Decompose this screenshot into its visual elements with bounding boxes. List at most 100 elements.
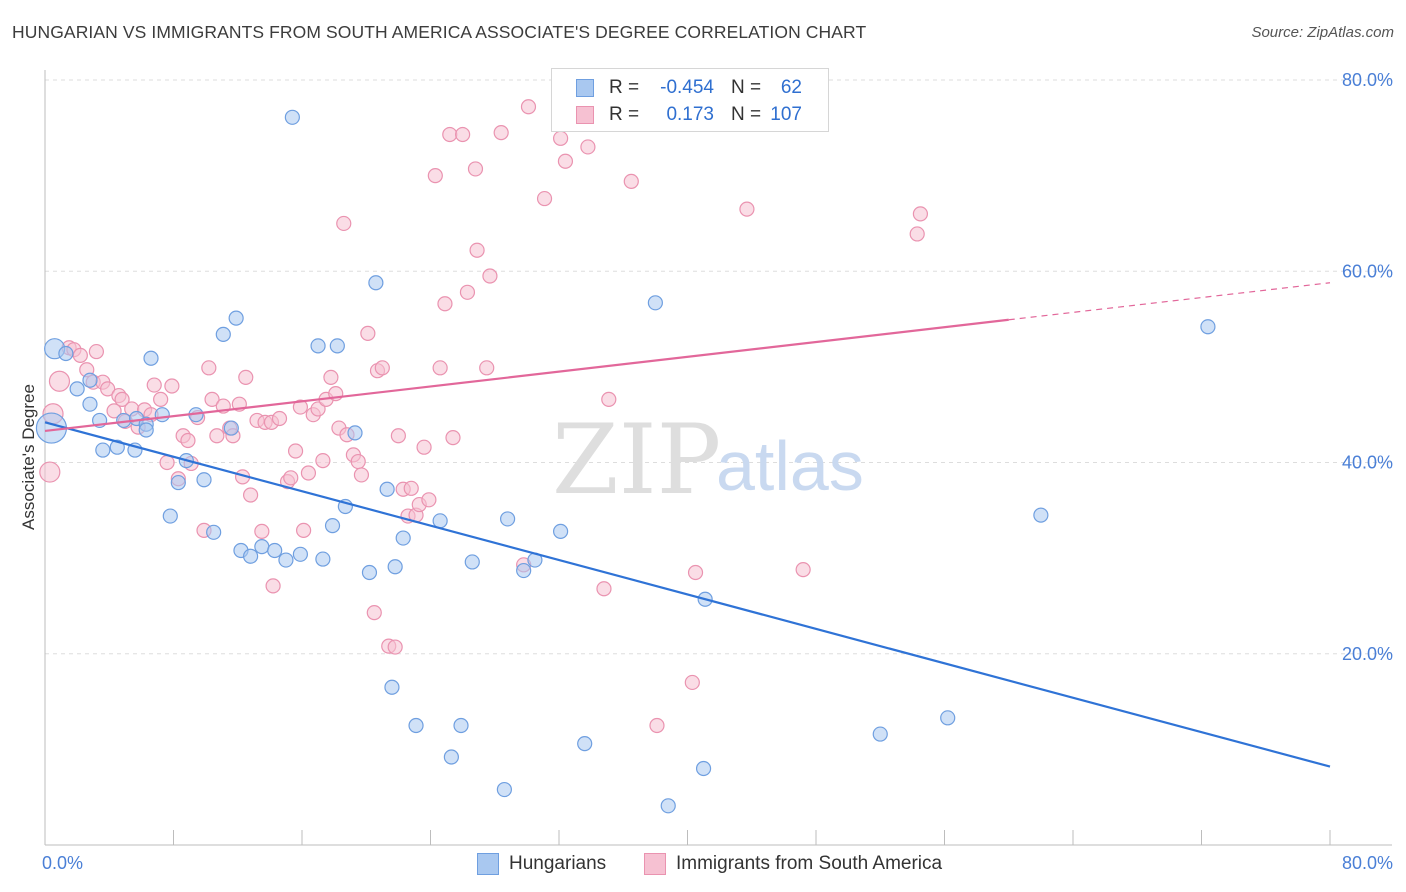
legend-row-hungarians: R = -0.454 N = 62 [552, 75, 828, 101]
south-america-point [795, 561, 811, 578]
watermark-zip: ZIP [552, 404, 721, 516]
south-america-point [469, 242, 485, 258]
south-america-point [553, 130, 569, 146]
south-america-point [427, 168, 443, 184]
south-america-point [353, 467, 370, 483]
hungarian-point [284, 109, 300, 125]
hungarian-trend-line [44, 421, 1331, 768]
south-america-point [687, 564, 704, 581]
legend-swatch-blue [477, 853, 499, 875]
south-america-point [374, 360, 390, 376]
south-america-point [432, 360, 448, 376]
south-america-point [912, 206, 929, 222]
legend-n-label: N = [731, 104, 762, 125]
south-america-point [445, 430, 461, 446]
hungarian-point [408, 717, 424, 734]
hungarian-point [243, 548, 259, 564]
south-america-point [153, 391, 169, 407]
legend-n-label: N = [731, 77, 762, 98]
south-america-point [323, 369, 339, 385]
south-america-point [283, 470, 299, 486]
chart-title: HUNGARIAN VS IMMIGRANTS FROM SOUTH AMERI… [12, 22, 867, 42]
south-america-point [300, 465, 317, 481]
south-america-point [254, 523, 270, 539]
south-america-point [557, 153, 574, 169]
south-america-point [390, 428, 406, 444]
south-america-point [292, 399, 308, 415]
hungarian-point [368, 275, 384, 291]
hungarian-point [379, 481, 395, 497]
hungarian-point [324, 518, 341, 534]
legend-swatch-blue [576, 79, 594, 97]
south-america-point [459, 284, 476, 300]
south-america-point [601, 391, 617, 407]
trend-lines [44, 282, 1331, 768]
hungarian-point [196, 472, 212, 488]
south-america-point [88, 343, 105, 360]
south-america-point [39, 461, 61, 483]
south-america-point [416, 439, 432, 455]
hungarian-point [58, 345, 74, 362]
legend-r-label: R = [609, 77, 640, 98]
y-tick-label: 60.0% [1342, 261, 1393, 281]
south-america-trend-line [44, 318, 1009, 433]
south-america-point [336, 215, 352, 232]
watermark-atlas: atlas [716, 427, 864, 505]
legend-r-value: -0.454 [660, 77, 714, 98]
south-america-point [684, 674, 700, 691]
hungarian-point [69, 381, 85, 397]
hungarian-point [292, 546, 308, 562]
x-tick-label-min: 0.0% [42, 853, 83, 873]
south-america-point [596, 581, 612, 597]
hungarian-point [82, 372, 98, 388]
hungarian-point [315, 551, 331, 567]
y-axis-title: Associate's Degree [19, 384, 38, 530]
south-america-point [360, 325, 376, 342]
south-america-point [421, 492, 437, 508]
south-america-point [315, 452, 331, 469]
hungarian-point [138, 422, 154, 438]
south-america-point [442, 126, 458, 143]
legend-r-value: 0.173 [666, 104, 714, 125]
south-america-point [100, 381, 116, 397]
south-america-point [114, 391, 130, 407]
hungarian-point [553, 523, 569, 539]
south-america-point [164, 378, 180, 394]
south-america-point [238, 369, 254, 385]
source-credit: Source: ZipAtlas.com [1251, 24, 1394, 41]
legend-row-south-america: R = 0.173 N = 107 [552, 102, 828, 128]
hungarian-point [940, 710, 956, 726]
x-axis-ticks [44, 830, 1331, 845]
hungarian-point [453, 717, 469, 734]
hungarian-point [660, 798, 676, 814]
hungarian-point [206, 524, 222, 540]
south-america-point [739, 201, 755, 217]
south-america-point [649, 717, 665, 734]
south-america-point [350, 453, 366, 470]
hungarian-point [384, 679, 400, 695]
hungarian-point [215, 326, 231, 342]
hungarian-point [278, 552, 294, 568]
south-america-point [72, 347, 88, 363]
legend-label-hungarians: Hungarians [509, 853, 607, 874]
south-america-point [271, 410, 288, 427]
hungarian-point [395, 530, 411, 546]
hungarian-point [872, 726, 888, 742]
south-america-point [296, 522, 312, 538]
hungarian-point [432, 513, 448, 529]
south-america-point [479, 360, 495, 376]
hungarian-point [82, 396, 98, 412]
legend-swatch-pink [576, 106, 594, 124]
south-america-point [159, 454, 175, 471]
y-tick-labels: 20.0% 40.0% 60.0% 80.0% [1342, 70, 1393, 664]
hungarian-point [143, 350, 159, 366]
south-america-point [482, 268, 498, 284]
hungarian-point [254, 539, 270, 555]
hungarian-point [228, 310, 244, 326]
hungarian-point [496, 781, 512, 798]
hungarian-point [347, 425, 363, 441]
hungarian-point [223, 420, 239, 436]
hungarian-point [170, 474, 186, 491]
x-tick-labels: 0.0% 80.0% [42, 853, 1393, 873]
